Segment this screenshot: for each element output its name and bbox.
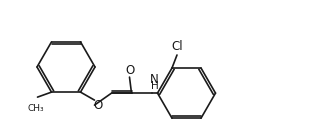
Text: CH₃: CH₃ <box>27 104 44 113</box>
Text: H: H <box>151 81 158 91</box>
Text: Cl: Cl <box>171 41 183 54</box>
Text: O: O <box>125 64 134 77</box>
Text: N: N <box>150 73 159 86</box>
Text: O: O <box>93 99 102 112</box>
